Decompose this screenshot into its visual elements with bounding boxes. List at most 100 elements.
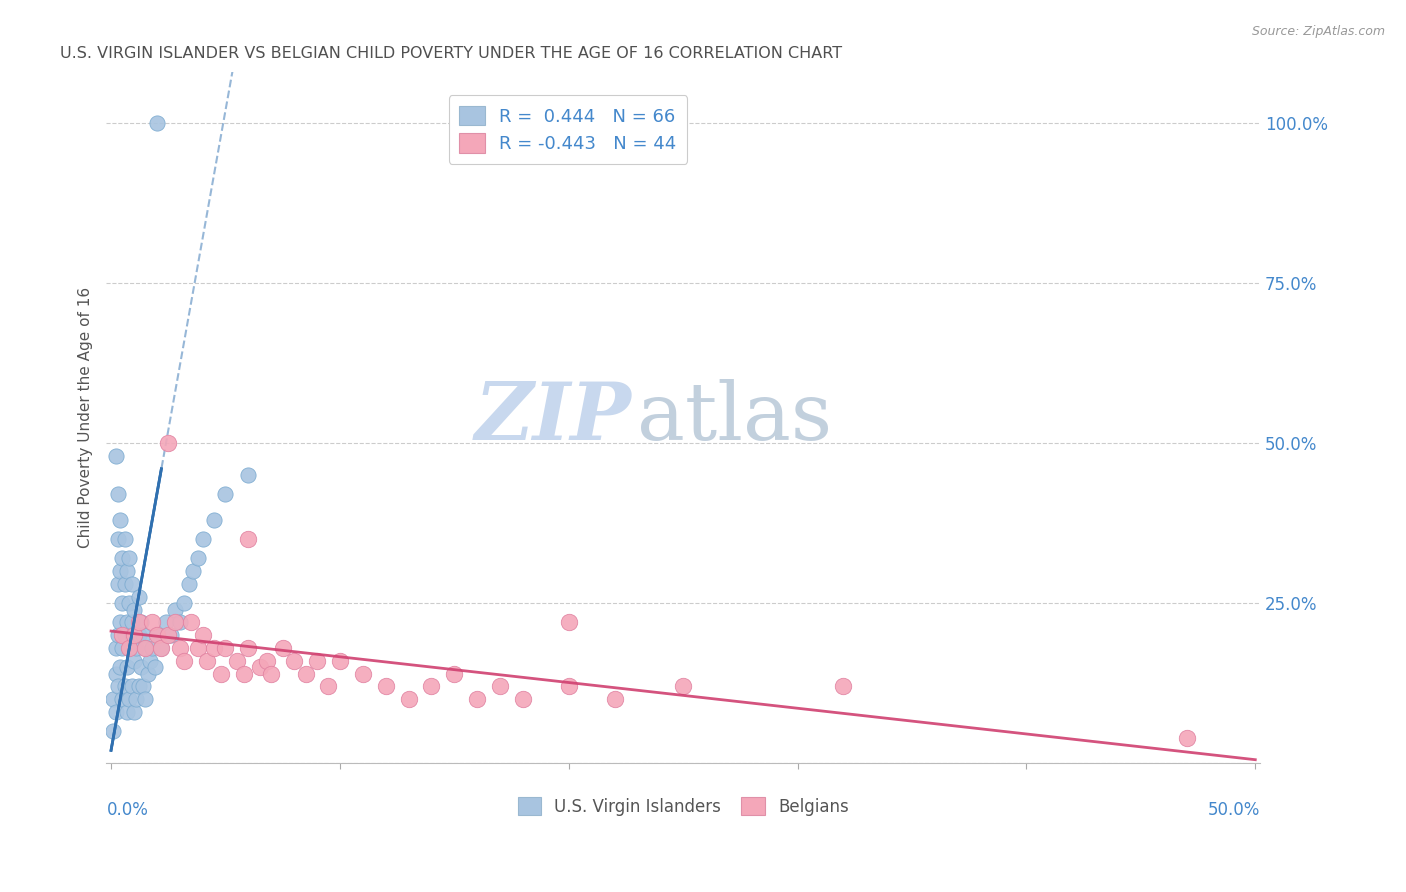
Point [173,596,195,610]
Point [139,654,162,668]
Point [132,628,155,642]
Point [104,449,127,463]
Point [114,628,136,642]
Point [118,640,141,655]
Point [129,660,152,674]
Point [118,596,141,610]
Point [183,564,205,578]
Point [150,640,173,655]
Point [177,577,200,591]
Point [122,602,145,616]
Point [169,640,191,655]
Point [114,532,136,546]
Point [202,513,225,527]
Point [111,551,134,566]
Point [238,468,260,483]
Point [114,577,136,591]
Point [146,628,169,642]
Point [128,590,150,604]
Point [128,679,150,693]
Point [122,628,145,642]
Y-axis label: Child Poverty Under the Age of 16: Child Poverty Under the Age of 16 [79,287,93,549]
Point [141,615,163,630]
Text: Source: ZipAtlas.com: Source: ZipAtlas.com [1251,25,1385,38]
Point [146,628,169,642]
Point [420,679,443,693]
Point [111,692,134,706]
Point [114,679,136,693]
Point [118,640,141,655]
Point [118,692,141,706]
Point [115,615,138,630]
Point [108,513,131,527]
Point [249,660,271,674]
Point [374,679,396,693]
Point [195,654,218,668]
Point [146,116,169,130]
Text: U.S. VIRGIN ISLANDER VS BELGIAN CHILD POVERTY UNDER THE AGE OF 16 CORRELATION CH: U.S. VIRGIN ISLANDER VS BELGIAN CHILD PO… [60,46,842,62]
Point [238,640,260,655]
Point [125,640,148,655]
Point [107,679,129,693]
Point [107,577,129,591]
Point [111,628,134,642]
Point [214,640,236,655]
Point [115,564,138,578]
Point [104,705,127,719]
Point [214,487,236,501]
Point [121,679,143,693]
Point [155,615,177,630]
Point [443,666,465,681]
Point [191,532,214,546]
Point [283,654,305,668]
Point [107,532,129,546]
Point [132,679,155,693]
Legend: U.S. Virgin Islanders, Belgians: U.S. Virgin Islanders, Belgians [509,789,858,824]
Point [104,666,127,681]
Point [260,666,283,681]
Point [103,692,125,706]
Point [115,660,138,674]
Point [108,660,131,674]
Point [603,692,626,706]
Point [129,615,152,630]
Point [465,692,488,706]
Point [134,640,156,655]
Point [294,666,316,681]
Point [128,628,150,642]
Point [121,615,143,630]
Point [159,628,181,642]
Point [187,551,209,566]
Text: atlas: atlas [637,378,832,457]
Point [173,654,195,668]
Point [832,679,855,693]
Point [329,654,352,668]
Point [111,640,134,655]
Text: ZIP: ZIP [474,379,631,457]
Point [107,487,129,501]
Point [121,577,143,591]
Point [202,640,225,655]
Point [209,666,232,681]
Point [125,692,148,706]
Point [187,640,209,655]
Point [108,615,131,630]
Point [180,615,202,630]
Point [141,640,163,655]
Point [115,705,138,719]
Point [305,654,328,668]
Point [103,724,125,739]
Point [191,628,214,642]
Point [165,602,187,616]
Point [1175,731,1198,745]
Point [165,615,187,630]
Point [118,551,141,566]
Point [107,628,129,642]
Point [134,640,156,655]
Point [108,564,131,578]
Point [157,436,180,450]
Point [318,679,340,693]
Point [150,640,173,655]
Point [122,654,145,668]
Point [558,615,581,630]
